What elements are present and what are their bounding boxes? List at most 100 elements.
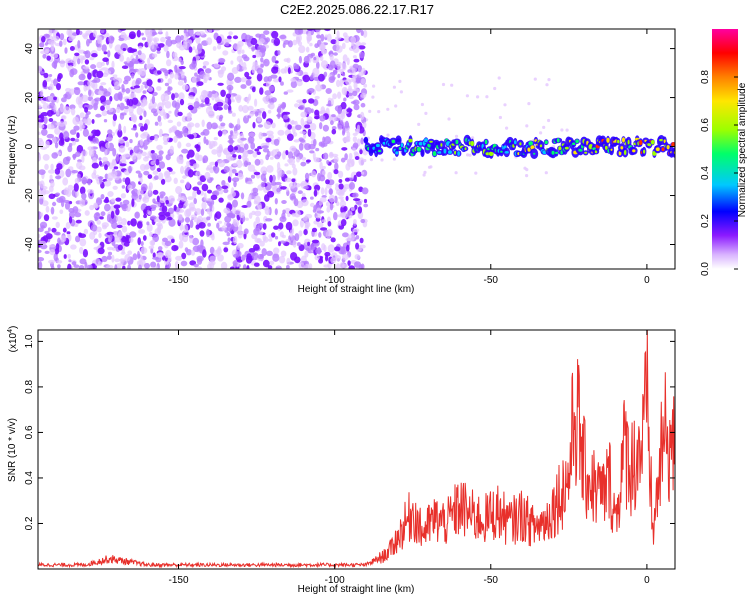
heatmap-noise-blob [46, 133, 54, 139]
heatmap-noise-blob [136, 189, 144, 197]
heatmap-sparse-blob [565, 128, 569, 132]
heatmap-noise-blob [285, 150, 289, 156]
heatmap-noise-blob [178, 240, 184, 249]
heatmap-noise-blob [38, 131, 41, 136]
heatmap-noise-blob [146, 79, 153, 87]
heatmap-noise-blob [259, 87, 264, 95]
heatmap-noise-blob [353, 58, 360, 63]
heatmap-noise-blob [58, 195, 66, 203]
heatmap-noise-blob [73, 125, 80, 131]
heatmap-noise-blob [223, 149, 228, 155]
heatmap-noise-blob [119, 102, 125, 111]
heatmap-noise-blob [114, 264, 118, 269]
heatmap-noise-blob [109, 95, 113, 102]
heatmap-noise-blob [259, 38, 265, 44]
heatmap-noise-blob [82, 249, 88, 258]
heatmap-noise-blob [131, 97, 139, 105]
heatmap-noise-blob [158, 128, 163, 138]
heatmap-sparse-blob [547, 78, 551, 82]
heatmap-noise-blob [56, 260, 63, 264]
heatmap-noise-blob [178, 57, 182, 62]
heatmap-noise-blob [167, 78, 172, 85]
heatmap-noise-blob [195, 170, 201, 176]
heatmap-noise-blob [316, 222, 324, 228]
heatmap-noise-blob [163, 170, 171, 179]
heatmap-noise-blob [67, 253, 71, 259]
heatmap-noise-blob [140, 126, 145, 132]
heatmap-noise-blob [125, 141, 130, 148]
heatmap-noise-blob [38, 169, 46, 176]
heatmap-noise-blob [319, 115, 326, 122]
heatmap-noise-blob [44, 42, 48, 46]
heatmap-sparse-blob [525, 124, 529, 128]
heatmap-noise-blob [274, 208, 278, 216]
heatmap-noise-blob [302, 99, 307, 104]
heatmap-noise-blob [245, 217, 249, 221]
heatmap-noise-blob [127, 264, 131, 269]
heatmap-noise-blob [328, 76, 335, 83]
heatmap-noise-blob [325, 254, 329, 262]
heatmap-noise-blob [332, 70, 338, 75]
heatmap-noise-blob [286, 265, 290, 269]
heatmap-noise-blob [289, 120, 296, 125]
heatmap-noise-blob [316, 210, 324, 214]
heatmap-noise-blob [298, 143, 304, 151]
heatmap-noise-blob [360, 92, 367, 98]
heatmap-noise-blob [65, 222, 71, 229]
heatmap-noise-blob [213, 103, 219, 111]
heatmap-noise-blob [113, 93, 120, 102]
heatmap-noise-blob [286, 257, 291, 266]
heatmap-noise-blob [59, 33, 65, 41]
heatmap-noise-blob [260, 63, 264, 68]
heatmap-noise-blob [261, 145, 269, 149]
heatmap-noise-blob [252, 121, 256, 129]
heatmap-noise-blob [328, 116, 334, 122]
heatmap-noise-blob [319, 122, 323, 130]
heatmap-noise-blob [244, 34, 252, 43]
heatmap-noise-blob [67, 145, 73, 153]
heatmap-noise-blob [356, 171, 362, 177]
heatmap-x-tick-label: 0 [644, 275, 650, 286]
heatmap-noise-blob [283, 91, 288, 95]
heatmap-noise-blob [178, 202, 184, 209]
heatmap-noise-blob [209, 145, 213, 149]
heatmap-noise-blob [296, 156, 300, 163]
heatmap-noise-blob [238, 105, 244, 112]
heatmap-noise-blob [195, 224, 200, 230]
heatmap-noise-blob [337, 73, 341, 79]
heatmap-noise-blob [127, 184, 133, 191]
heatmap-noise-blob [211, 149, 218, 155]
heatmap-noise-blob [278, 255, 286, 264]
heatmap-noise-blob [140, 247, 148, 254]
heatmap-noise-blob [40, 50, 46, 54]
heatmap-x-tick-label: -150 [169, 275, 189, 286]
heatmap-sparse-blob [468, 153, 472, 157]
heatmap-noise-blob [60, 235, 67, 243]
heatmap-band-core [560, 150, 563, 155]
heatmap-noise-blob [42, 103, 50, 110]
heatmap-noise-blob [156, 70, 162, 75]
heatmap-noise-blob [315, 29, 320, 32]
heatmap-noise-blob [273, 225, 279, 230]
heatmap-noise-blob [54, 127, 61, 135]
heatmap-noise-blob [263, 30, 270, 35]
heatmap-noise-blob [228, 31, 233, 36]
heatmap-band-core [544, 140, 548, 144]
heatmap-noise-blob [240, 192, 245, 200]
heatmap-noise-blob [91, 53, 98, 58]
heatmap-noise-blob [156, 167, 162, 172]
heatmap-noise-blob [243, 228, 249, 235]
heatmap-frame [37, 28, 676, 270]
heatmap-noise-blob [271, 55, 277, 63]
heatmap-noise-blob [68, 88, 75, 95]
snr-scale-exponent: 4 [7, 329, 14, 333]
heatmap-noise-blob [123, 80, 129, 85]
heatmap-noise-blob [202, 249, 207, 258]
heatmap-noise-blob [41, 128, 48, 136]
heatmap-noise-blob [38, 119, 44, 123]
heatmap-sparse-blob [420, 102, 424, 107]
heatmap-noise-blob [68, 29, 73, 38]
heatmap-noise-blob [328, 194, 336, 203]
heatmap-noise-blob [182, 234, 189, 243]
heatmap-noise-blob [314, 43, 319, 49]
